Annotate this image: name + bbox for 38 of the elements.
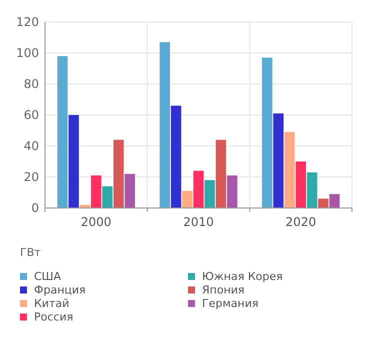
bar [296, 162, 306, 208]
y-axis-title: ГВт [20, 246, 42, 259]
bar [124, 174, 135, 208]
bar [57, 56, 68, 208]
bar [329, 194, 340, 208]
legend-label: США [34, 270, 62, 283]
legend-label: Япония [202, 284, 245, 296]
y-tick-label: 20 [24, 170, 39, 184]
bar [262, 58, 272, 208]
y-tick-label: 100 [16, 46, 39, 60]
y-tick-label: 60 [24, 108, 39, 122]
bar [68, 115, 79, 208]
bar [273, 113, 284, 208]
bar [160, 42, 170, 208]
x-tick-label: 2020 [286, 215, 316, 229]
y-tick-label: 0 [31, 201, 39, 216]
bar [216, 140, 226, 208]
bar [306, 172, 318, 208]
legend-label: Франция [34, 284, 86, 296]
y-tick-label: 80 [24, 77, 39, 92]
legend-label: Россия [34, 310, 74, 324]
bar [227, 175, 238, 208]
bar [284, 132, 295, 208]
bar [91, 175, 102, 208]
y-tick-label: 120 [16, 15, 39, 30]
legend-label: Китай [34, 297, 70, 310]
bar [170, 106, 182, 208]
bar [204, 180, 215, 208]
bar [113, 140, 124, 208]
legend-label: Южная Корея [202, 270, 283, 283]
bar [318, 198, 328, 208]
x-tick-label: 2000 [80, 215, 112, 229]
x-tick-label: 2010 [183, 215, 214, 229]
bar [193, 170, 204, 208]
bar [182, 190, 192, 208]
bar [102, 186, 113, 208]
y-tick-label: 40 [24, 139, 39, 154]
legend-label: Германия [202, 297, 258, 310]
